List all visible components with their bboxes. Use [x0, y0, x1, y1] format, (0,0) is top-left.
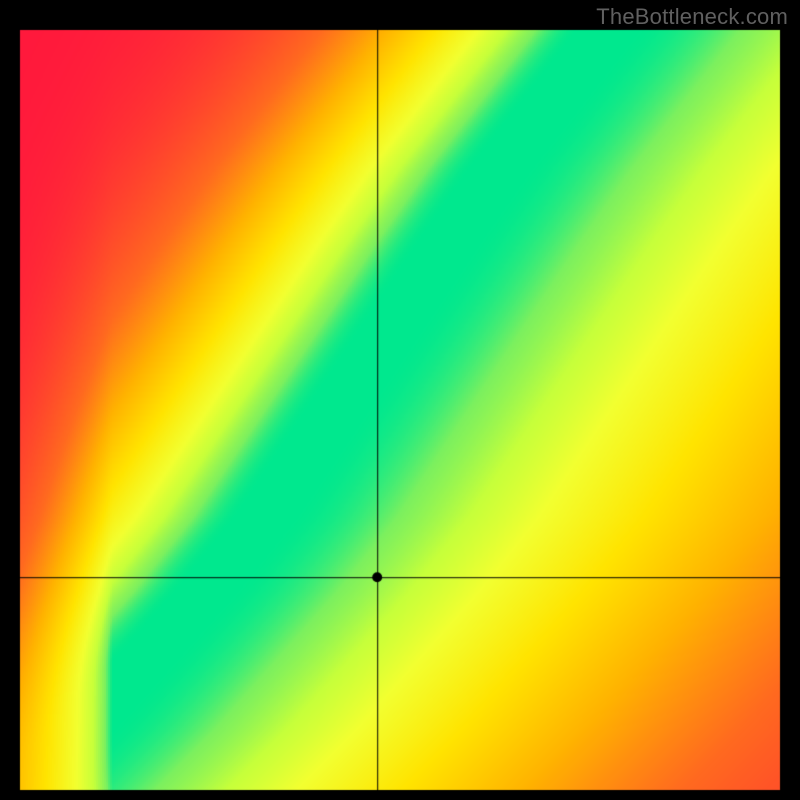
watermark-text: TheBottleneck.com	[596, 4, 788, 30]
bottleneck-heatmap	[0, 0, 800, 800]
chart-container: TheBottleneck.com	[0, 0, 800, 800]
